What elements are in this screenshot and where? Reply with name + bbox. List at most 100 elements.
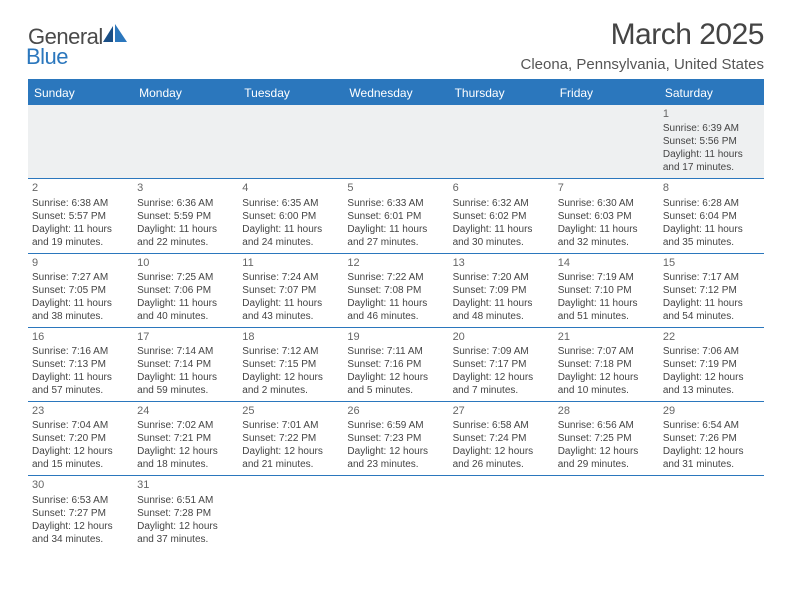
day-number: 21 bbox=[558, 330, 655, 344]
daylight-text: Daylight: 12 hours bbox=[663, 371, 760, 384]
sunrise-text: Sunrise: 6:51 AM bbox=[137, 494, 234, 507]
sunset-text: Sunset: 7:18 PM bbox=[558, 358, 655, 371]
calendar-day-cell: 18Sunrise: 7:12 AMSunset: 7:15 PMDayligh… bbox=[238, 327, 343, 401]
day-number: 17 bbox=[137, 330, 234, 344]
daylight-text: Daylight: 12 hours bbox=[242, 445, 339, 458]
sunset-text: Sunset: 7:10 PM bbox=[558, 284, 655, 297]
day-number: 14 bbox=[558, 256, 655, 270]
calendar-day-cell: 28Sunrise: 6:56 AMSunset: 7:25 PMDayligh… bbox=[554, 402, 659, 476]
sunrise-text: Sunrise: 7:22 AM bbox=[347, 271, 444, 284]
day-number: 6 bbox=[453, 181, 550, 195]
daylight-text: and 2 minutes. bbox=[242, 384, 339, 397]
daylight-text: Daylight: 11 hours bbox=[137, 223, 234, 236]
daylight-text: Daylight: 11 hours bbox=[347, 297, 444, 310]
sunset-text: Sunset: 7:16 PM bbox=[347, 358, 444, 371]
sunrise-text: Sunrise: 7:02 AM bbox=[137, 419, 234, 432]
day-number: 3 bbox=[137, 181, 234, 195]
day-number: 1 bbox=[663, 107, 760, 121]
calendar-blank-cell bbox=[659, 476, 764, 550]
calendar-week-row: 30Sunrise: 6:53 AMSunset: 7:27 PMDayligh… bbox=[28, 476, 764, 550]
sunrise-text: Sunrise: 6:32 AM bbox=[453, 197, 550, 210]
sunset-text: Sunset: 7:07 PM bbox=[242, 284, 339, 297]
sunrise-text: Sunrise: 7:16 AM bbox=[32, 345, 129, 358]
calendar-day-cell: 11Sunrise: 7:24 AMSunset: 7:07 PMDayligh… bbox=[238, 253, 343, 327]
daylight-text: Daylight: 12 hours bbox=[453, 445, 550, 458]
daylight-text: Daylight: 11 hours bbox=[453, 223, 550, 236]
sunrise-text: Sunrise: 7:27 AM bbox=[32, 271, 129, 284]
calendar-day-cell: 6 Sunrise: 6:32 AMSunset: 6:02 PMDaylight… bbox=[449, 179, 554, 253]
calendar-blank-cell bbox=[238, 476, 343, 550]
calendar-day-cell: 3Sunrise: 6:36 AMSunset: 5:59 PMDaylight… bbox=[133, 179, 238, 253]
sunrise-text: Sunrise: 6:30 AM bbox=[558, 197, 655, 210]
sunrise-text: Sunrise: 6:59 AM bbox=[347, 419, 444, 432]
day-header: Monday bbox=[133, 80, 238, 105]
day-number: 4 bbox=[242, 181, 339, 195]
calendar-day-cell: 17Sunrise: 7:14 AMSunset: 7:14 PMDayligh… bbox=[133, 327, 238, 401]
calendar-day-cell: 13Sunrise: 7:20 AMSunset: 7:09 PMDayligh… bbox=[449, 253, 554, 327]
daylight-text: and 22 minutes. bbox=[137, 236, 234, 249]
sunset-text: Sunset: 6:04 PM bbox=[663, 210, 760, 223]
daylight-text: and 40 minutes. bbox=[137, 310, 234, 323]
calendar-day-cell: 30Sunrise: 6:53 AMSunset: 7:27 PMDayligh… bbox=[28, 476, 133, 550]
sunrise-text: Sunrise: 6:38 AM bbox=[32, 197, 129, 210]
day-number: 26 bbox=[347, 404, 444, 418]
daylight-text: Daylight: 12 hours bbox=[242, 371, 339, 384]
sunset-text: Sunset: 7:15 PM bbox=[242, 358, 339, 371]
page-title: March 2025 bbox=[521, 18, 764, 52]
sunrise-text: Sunrise: 7:17 AM bbox=[663, 271, 760, 284]
daylight-text: Daylight: 11 hours bbox=[32, 297, 129, 310]
daylight-text: Daylight: 11 hours bbox=[558, 297, 655, 310]
day-number: 19 bbox=[347, 330, 444, 344]
day-header: Saturday bbox=[659, 80, 764, 105]
day-number: 12 bbox=[347, 256, 444, 270]
day-number: 8 bbox=[663, 181, 760, 195]
calendar-day-cell: 21Sunrise: 7:07 AMSunset: 7:18 PMDayligh… bbox=[554, 327, 659, 401]
daylight-text: Daylight: 11 hours bbox=[558, 223, 655, 236]
day-number: 7 bbox=[558, 181, 655, 195]
calendar-blank-cell bbox=[133, 105, 238, 179]
sunrise-text: Sunrise: 7:20 AM bbox=[453, 271, 550, 284]
calendar-day-cell: 7Sunrise: 6:30 AMSunset: 6:03 PMDaylight… bbox=[554, 179, 659, 253]
day-number: 25 bbox=[242, 404, 339, 418]
daylight-text: Daylight: 12 hours bbox=[347, 371, 444, 384]
sunrise-text: Sunrise: 7:11 AM bbox=[347, 345, 444, 358]
daylight-text: Daylight: 11 hours bbox=[137, 371, 234, 384]
calendar-day-cell: 23Sunrise: 7:04 AMSunset: 7:20 PMDayligh… bbox=[28, 402, 133, 476]
sunset-text: Sunset: 7:23 PM bbox=[347, 432, 444, 445]
calendar-day-cell: 22Sunrise: 7:06 AMSunset: 7:19 PMDayligh… bbox=[659, 327, 764, 401]
header: General March 2025 Cleona, Pennsylvania,… bbox=[28, 18, 764, 73]
day-number: 23 bbox=[32, 404, 129, 418]
calendar-blank-cell bbox=[343, 105, 448, 179]
calendar-day-cell: 31Sunrise: 6:51 AMSunset: 7:28 PMDayligh… bbox=[133, 476, 238, 550]
calendar-header-row: Sunday Monday Tuesday Wednesday Thursday… bbox=[28, 80, 764, 105]
daylight-text: Daylight: 11 hours bbox=[242, 297, 339, 310]
daylight-text: and 57 minutes. bbox=[32, 384, 129, 397]
day-number: 31 bbox=[137, 478, 234, 492]
day-number: 15 bbox=[663, 256, 760, 270]
daylight-text: and 43 minutes. bbox=[242, 310, 339, 323]
sunset-text: Sunset: 6:02 PM bbox=[453, 210, 550, 223]
sunrise-text: Sunrise: 6:58 AM bbox=[453, 419, 550, 432]
sunrise-text: Sunrise: 6:53 AM bbox=[32, 494, 129, 507]
daylight-text: Daylight: 11 hours bbox=[347, 223, 444, 236]
sunrise-text: Sunrise: 7:14 AM bbox=[137, 345, 234, 358]
daylight-text: and 51 minutes. bbox=[558, 310, 655, 323]
calendar-week-row: 16Sunrise: 7:16 AMSunset: 7:13 PMDayligh… bbox=[28, 327, 764, 401]
calendar-day-cell: 27Sunrise: 6:58 AMSunset: 7:24 PMDayligh… bbox=[449, 402, 554, 476]
sunrise-text: Sunrise: 7:24 AM bbox=[242, 271, 339, 284]
calendar-day-cell: 10Sunrise: 7:25 AMSunset: 7:06 PMDayligh… bbox=[133, 253, 238, 327]
sunrise-text: Sunrise: 6:33 AM bbox=[347, 197, 444, 210]
daylight-text: and 46 minutes. bbox=[347, 310, 444, 323]
calendar-day-cell: 24Sunrise: 7:02 AMSunset: 7:21 PMDayligh… bbox=[133, 402, 238, 476]
calendar-blank-cell bbox=[343, 476, 448, 550]
daylight-text: Daylight: 12 hours bbox=[32, 445, 129, 458]
daylight-text: and 5 minutes. bbox=[347, 384, 444, 397]
sunset-text: Sunset: 7:08 PM bbox=[347, 284, 444, 297]
daylight-text: Daylight: 11 hours bbox=[242, 223, 339, 236]
daylight-text: Daylight: 11 hours bbox=[137, 297, 234, 310]
day-number: 5 bbox=[347, 181, 444, 195]
calendar-week-row: 1Sunrise: 6:39 AMSunset: 5:56 PMDaylight… bbox=[28, 105, 764, 179]
calendar-blank-cell bbox=[449, 476, 554, 550]
daylight-text: and 27 minutes. bbox=[347, 236, 444, 249]
sunset-text: Sunset: 7:19 PM bbox=[663, 358, 760, 371]
